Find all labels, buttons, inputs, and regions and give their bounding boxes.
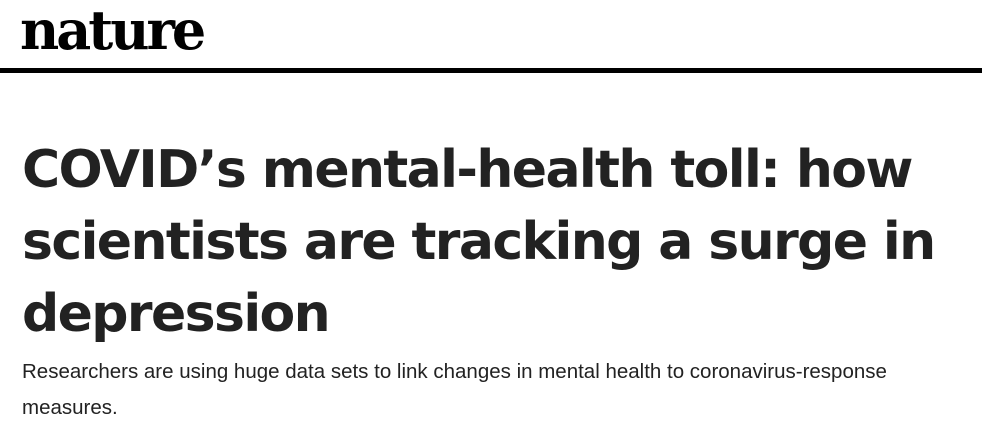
- nature-logo[interactable]: nature: [20, 0, 206, 62]
- masthead: nature: [0, 0, 982, 73]
- article-standfirst: Researchers are using huge data sets to …: [22, 360, 887, 419]
- article-title: COVID’s mental-health toll: how scientis…: [22, 140, 936, 344]
